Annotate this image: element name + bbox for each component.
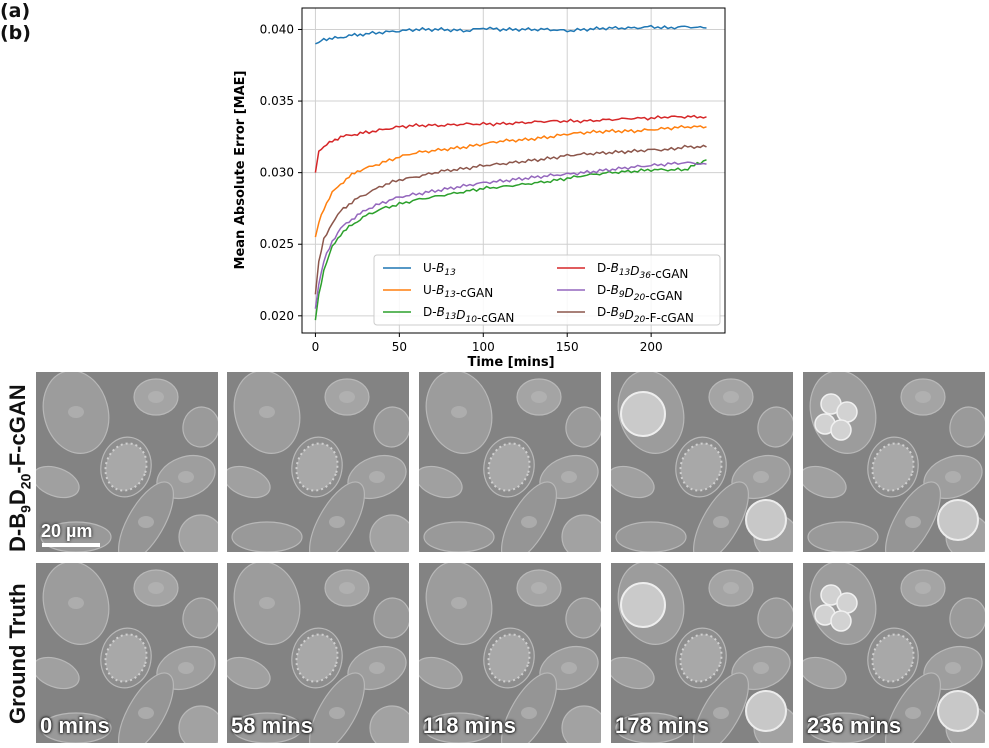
chart-series-lines <box>314 24 707 321</box>
legend-entry: D-B13D36-cGAN <box>597 261 688 281</box>
legend-entry: D-B9D20-cGAN <box>597 283 683 303</box>
legend-entry: D-B13D10-cGAN <box>423 305 514 325</box>
plot-frame <box>301 7 726 334</box>
y-tick-labels: 0.020 0.025 0.030 0.035 0.040 <box>260 22 302 323</box>
y-tick-label: 0.035 <box>260 94 294 108</box>
ground-truth-tile: 58 mins <box>227 563 409 743</box>
prediction-tile <box>611 372 793 552</box>
microscopy-image <box>803 372 985 552</box>
y-tick-label: 0.040 <box>260 22 294 36</box>
x-axis-label: Time [mins] <box>467 355 554 370</box>
row-label-prediction-suffix: -F-cGAN <box>5 384 30 474</box>
microscopy-image <box>803 563 985 743</box>
ground-truth-tile: 236 mins <box>803 563 985 743</box>
prediction-tile <box>419 372 601 552</box>
legend-box <box>373 254 721 326</box>
microscopy-image <box>611 372 793 552</box>
x-tick-label: 0 <box>312 340 320 354</box>
x-tick-labels: 0 50 100 150 200 <box>312 333 663 354</box>
microscopy-image <box>227 372 409 552</box>
y-tick-label: 0.020 <box>260 309 294 323</box>
panel-b-label: (b) <box>0 22 31 44</box>
prediction-tile <box>803 372 985 552</box>
series-line <box>314 161 707 309</box>
series-line <box>314 114 707 173</box>
ground-truth-tile: 178 mins <box>611 563 793 743</box>
y-axis-label: Mean Absolute Error [MAE] <box>233 71 248 270</box>
y-tick-label: 0.030 <box>260 166 294 180</box>
time-label: 0 mins <box>40 713 110 738</box>
microscopy-image <box>419 372 601 552</box>
time-label: 118 mins <box>423 713 516 738</box>
ground-truth-tile: 0 mins <box>36 563 218 743</box>
panel-a-label: (a) <box>0 0 31 22</box>
time-label: 178 mins <box>615 713 710 738</box>
x-tick-label: 100 <box>472 340 495 354</box>
microscopy-image <box>36 563 218 743</box>
legend-entry: U-B13-cGAN <box>423 283 493 300</box>
prediction-tile: 20 µm <box>36 372 218 552</box>
scale-bar-label: 20 µm <box>41 521 93 541</box>
scale-bar <box>42 543 100 547</box>
mae-line-chart: 0 50 100 150 200 0.020 0.025 0.030 0.035 0.040 T… <box>233 7 726 370</box>
row-label-prediction: D-B9D20-F-cGAN <box>5 384 33 552</box>
x-tick-label: 50 <box>392 340 407 354</box>
series-line <box>315 24 707 45</box>
time-label: 236 mins <box>807 713 902 738</box>
x-tick-label: 200 <box>640 340 663 354</box>
microscopy-image <box>227 563 409 743</box>
legend-entry: D-B9D20-F-cGAN <box>597 305 694 325</box>
row-label-prediction-sub1: 9 <box>17 505 34 513</box>
series-line <box>314 124 707 238</box>
time-label: 58 mins <box>231 713 313 738</box>
prediction-tile <box>227 372 409 552</box>
x-tick-label: 150 <box>556 340 579 354</box>
microscopy-image <box>611 563 793 743</box>
ground-truth-tile: 118 mins <box>419 563 601 743</box>
legend-entry: U-B13 <box>423 261 456 278</box>
microscopy-image <box>419 563 601 743</box>
row-label-prediction-sub2: 20 <box>17 473 34 490</box>
row-label-ground-truth: Ground Truth <box>5 583 30 724</box>
chart-legend: U-B13 U-B13-cGAN D-B13D10-cGAN D-B13D36-cGA… <box>373 254 721 326</box>
microscopy-image <box>36 372 218 552</box>
row-label-prediction-prefix: D-B <box>5 512 30 552</box>
y-tick-label: 0.025 <box>260 237 294 251</box>
series-line <box>314 144 707 295</box>
row-label-prediction-mid: D <box>5 489 30 506</box>
series-line <box>314 159 707 321</box>
